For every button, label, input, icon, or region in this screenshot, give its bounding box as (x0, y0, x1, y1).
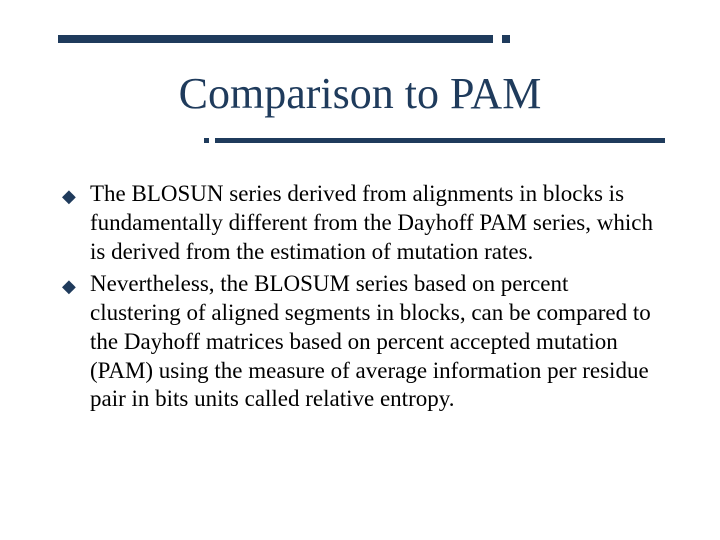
bullet-icon: ◆ (62, 180, 90, 210)
bullet-text: The BLOSUN series derived from alignment… (90, 180, 662, 266)
slide-title: Comparison to PAM (0, 68, 720, 119)
bullet-text: Nevertheless, the BLOSUM series based on… (90, 270, 662, 414)
top-accent-square (502, 35, 510, 43)
bullet-icon: ◆ (62, 270, 90, 300)
top-accent-bar (58, 35, 493, 43)
title-underline-bar (215, 138, 665, 143)
bullet-list: ◆ The BLOSUN series derived from alignme… (62, 180, 662, 418)
list-item: ◆ Nevertheless, the BLOSUM series based … (62, 270, 662, 414)
list-item: ◆ The BLOSUN series derived from alignme… (62, 180, 662, 266)
title-underline-square (204, 138, 209, 143)
